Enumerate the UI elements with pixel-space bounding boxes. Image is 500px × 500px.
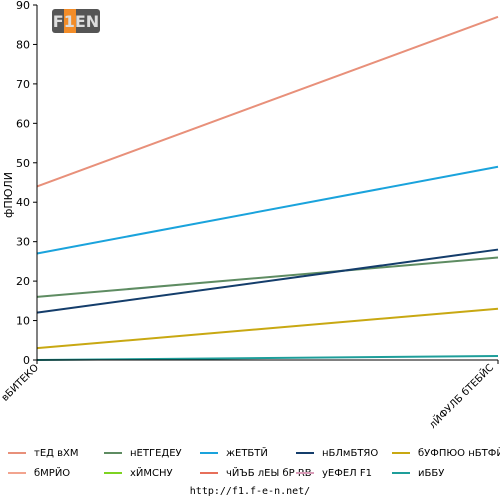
y-tick-label: 70 bbox=[16, 78, 30, 91]
series-line bbox=[36, 165, 499, 255]
series-line bbox=[36, 15, 499, 188]
legend-label: нБЛмБТЯО bbox=[322, 447, 379, 459]
legend-label: уЕФЕЛ F1 bbox=[322, 467, 372, 479]
legend-label: хЙМСНУ bbox=[130, 467, 173, 479]
x-axis-ticks: вБИТЕКО лЙФУЛБ бТЕБЙС bbox=[0, 360, 499, 431]
series-line bbox=[36, 307, 499, 350]
legend-item: бУФПЮО нБТФЙО bbox=[392, 445, 500, 461]
y-tick-label: 80 bbox=[16, 38, 30, 51]
source-url: http://f1.f-e-n.net/ bbox=[189, 486, 311, 497]
svg-text:F1EN: F1EN bbox=[53, 12, 99, 31]
legend-item: чЙЪБ лЕЫ бР RB bbox=[200, 465, 312, 481]
legend-swatch bbox=[104, 452, 122, 454]
f1en-logo: F1EN bbox=[52, 9, 100, 33]
legend-swatch bbox=[8, 452, 26, 454]
y-tick-label: 40 bbox=[16, 196, 30, 209]
series-line bbox=[36, 256, 499, 298]
legend-swatch bbox=[8, 472, 26, 474]
legend-swatch bbox=[200, 452, 218, 454]
legend-item: нБЛмБТЯО bbox=[296, 445, 392, 461]
series-line bbox=[36, 355, 499, 361]
legend-swatch bbox=[296, 452, 314, 454]
series-lines bbox=[36, 15, 499, 361]
y-axis-ticks: 0 10 20 30 40 50 60 70 80 90 bbox=[16, 0, 37, 367]
y-tick-label: 20 bbox=[16, 275, 30, 288]
legend-swatch bbox=[104, 472, 122, 474]
x-tick-label: вБИТЕКО bbox=[0, 362, 41, 404]
legend-item: жЕТБТЙ bbox=[200, 445, 296, 461]
legend-item: тЕД вХМ bbox=[8, 445, 104, 461]
legend-label: бМРЙО bbox=[34, 467, 71, 479]
chart-legend: тЕД вХМ нЕТГЕДЕУ жЕТБТЙ нБЛмБТЯО бУФПЮО нБТФ… bbox=[8, 445, 500, 481]
y-tick-label: 30 bbox=[16, 236, 30, 249]
legend-swatch bbox=[200, 472, 218, 474]
legend-label: нЕТГЕДЕУ bbox=[130, 447, 182, 459]
y-tick-label: 50 bbox=[16, 157, 30, 170]
legend-label: иББУ bbox=[418, 467, 445, 479]
legend-swatch bbox=[296, 472, 314, 474]
legend-item: хЙМСНУ bbox=[104, 465, 200, 481]
legend-item: уЕФЕЛ F1 bbox=[296, 465, 392, 481]
legend-item: бМРЙО bbox=[8, 465, 104, 481]
y-tick-label: 60 bbox=[16, 117, 30, 130]
legend-label: бУФПЮО нБТФЙО bbox=[418, 447, 500, 459]
y-axis-label: фПЮЛИ bbox=[2, 172, 15, 218]
y-tick-label: 10 bbox=[16, 315, 30, 328]
y-tick-label: 90 bbox=[16, 0, 30, 12]
legend-label: тЕД вХМ bbox=[34, 447, 79, 459]
y-tick-label: 0 bbox=[23, 354, 30, 367]
legend-swatch bbox=[392, 452, 410, 454]
series-line bbox=[36, 248, 499, 314]
legend-label: чЙЪБ лЕЫ бР RB bbox=[226, 467, 312, 479]
legend-item: нЕТГЕДЕУ bbox=[104, 445, 200, 461]
legend-swatch bbox=[392, 472, 410, 474]
axes bbox=[36, 5, 498, 361]
legend-item: иББУ bbox=[392, 465, 488, 481]
x-tick-label: лЙФУЛБ бТЕБЙС bbox=[426, 361, 496, 431]
legend-label: жЕТБТЙ bbox=[226, 447, 268, 459]
